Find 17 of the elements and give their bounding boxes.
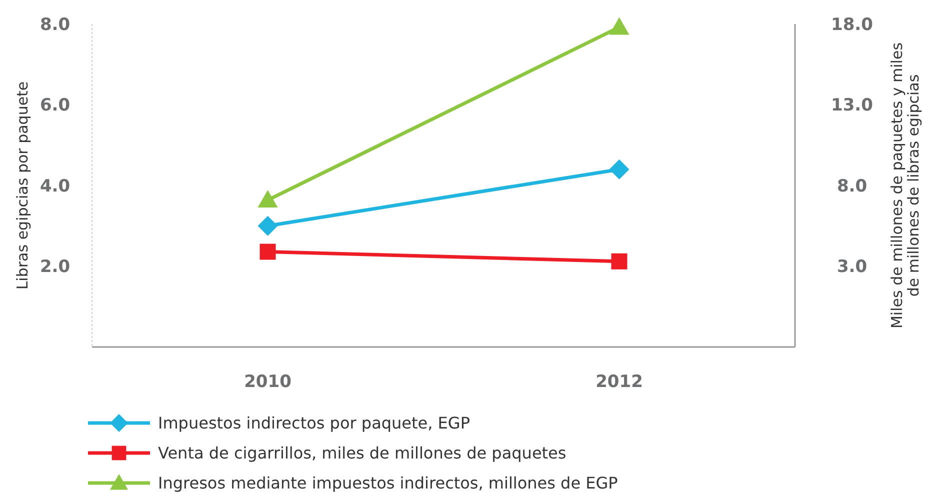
x-tick-label: 2010	[244, 372, 292, 392]
y2-tick-label: 3.0	[836, 257, 868, 278]
legend-label: Impuestos indirectos por paquete, EGP	[158, 414, 470, 433]
y-tick-label: 4.0	[40, 176, 70, 196]
y-tick-label: 8.0	[40, 14, 70, 35]
y-tick-label: 2.0	[40, 257, 70, 278]
y2-tick-label: 8.0	[836, 176, 868, 196]
y-tick-label: 6.0	[40, 96, 70, 116]
x-tick-label: 2012	[596, 372, 643, 392]
legend-label: Venta de cigarrillos, miles de millones de paquetes	[158, 444, 566, 463]
y2-tick-label: 13.0	[831, 96, 874, 116]
y2-axis-title: Miles de millones de paquetes y miles de millones de libras egipcias	[888, 42, 922, 329]
point	[260, 244, 276, 260]
y-axis-title: Libras egipcias por paquete	[13, 81, 32, 290]
legend-label: Ingresos mediante impuestos indirectos, millones de EGP	[158, 474, 618, 493]
y2-tick-label: 18.0	[831, 14, 874, 35]
point	[611, 253, 628, 270]
